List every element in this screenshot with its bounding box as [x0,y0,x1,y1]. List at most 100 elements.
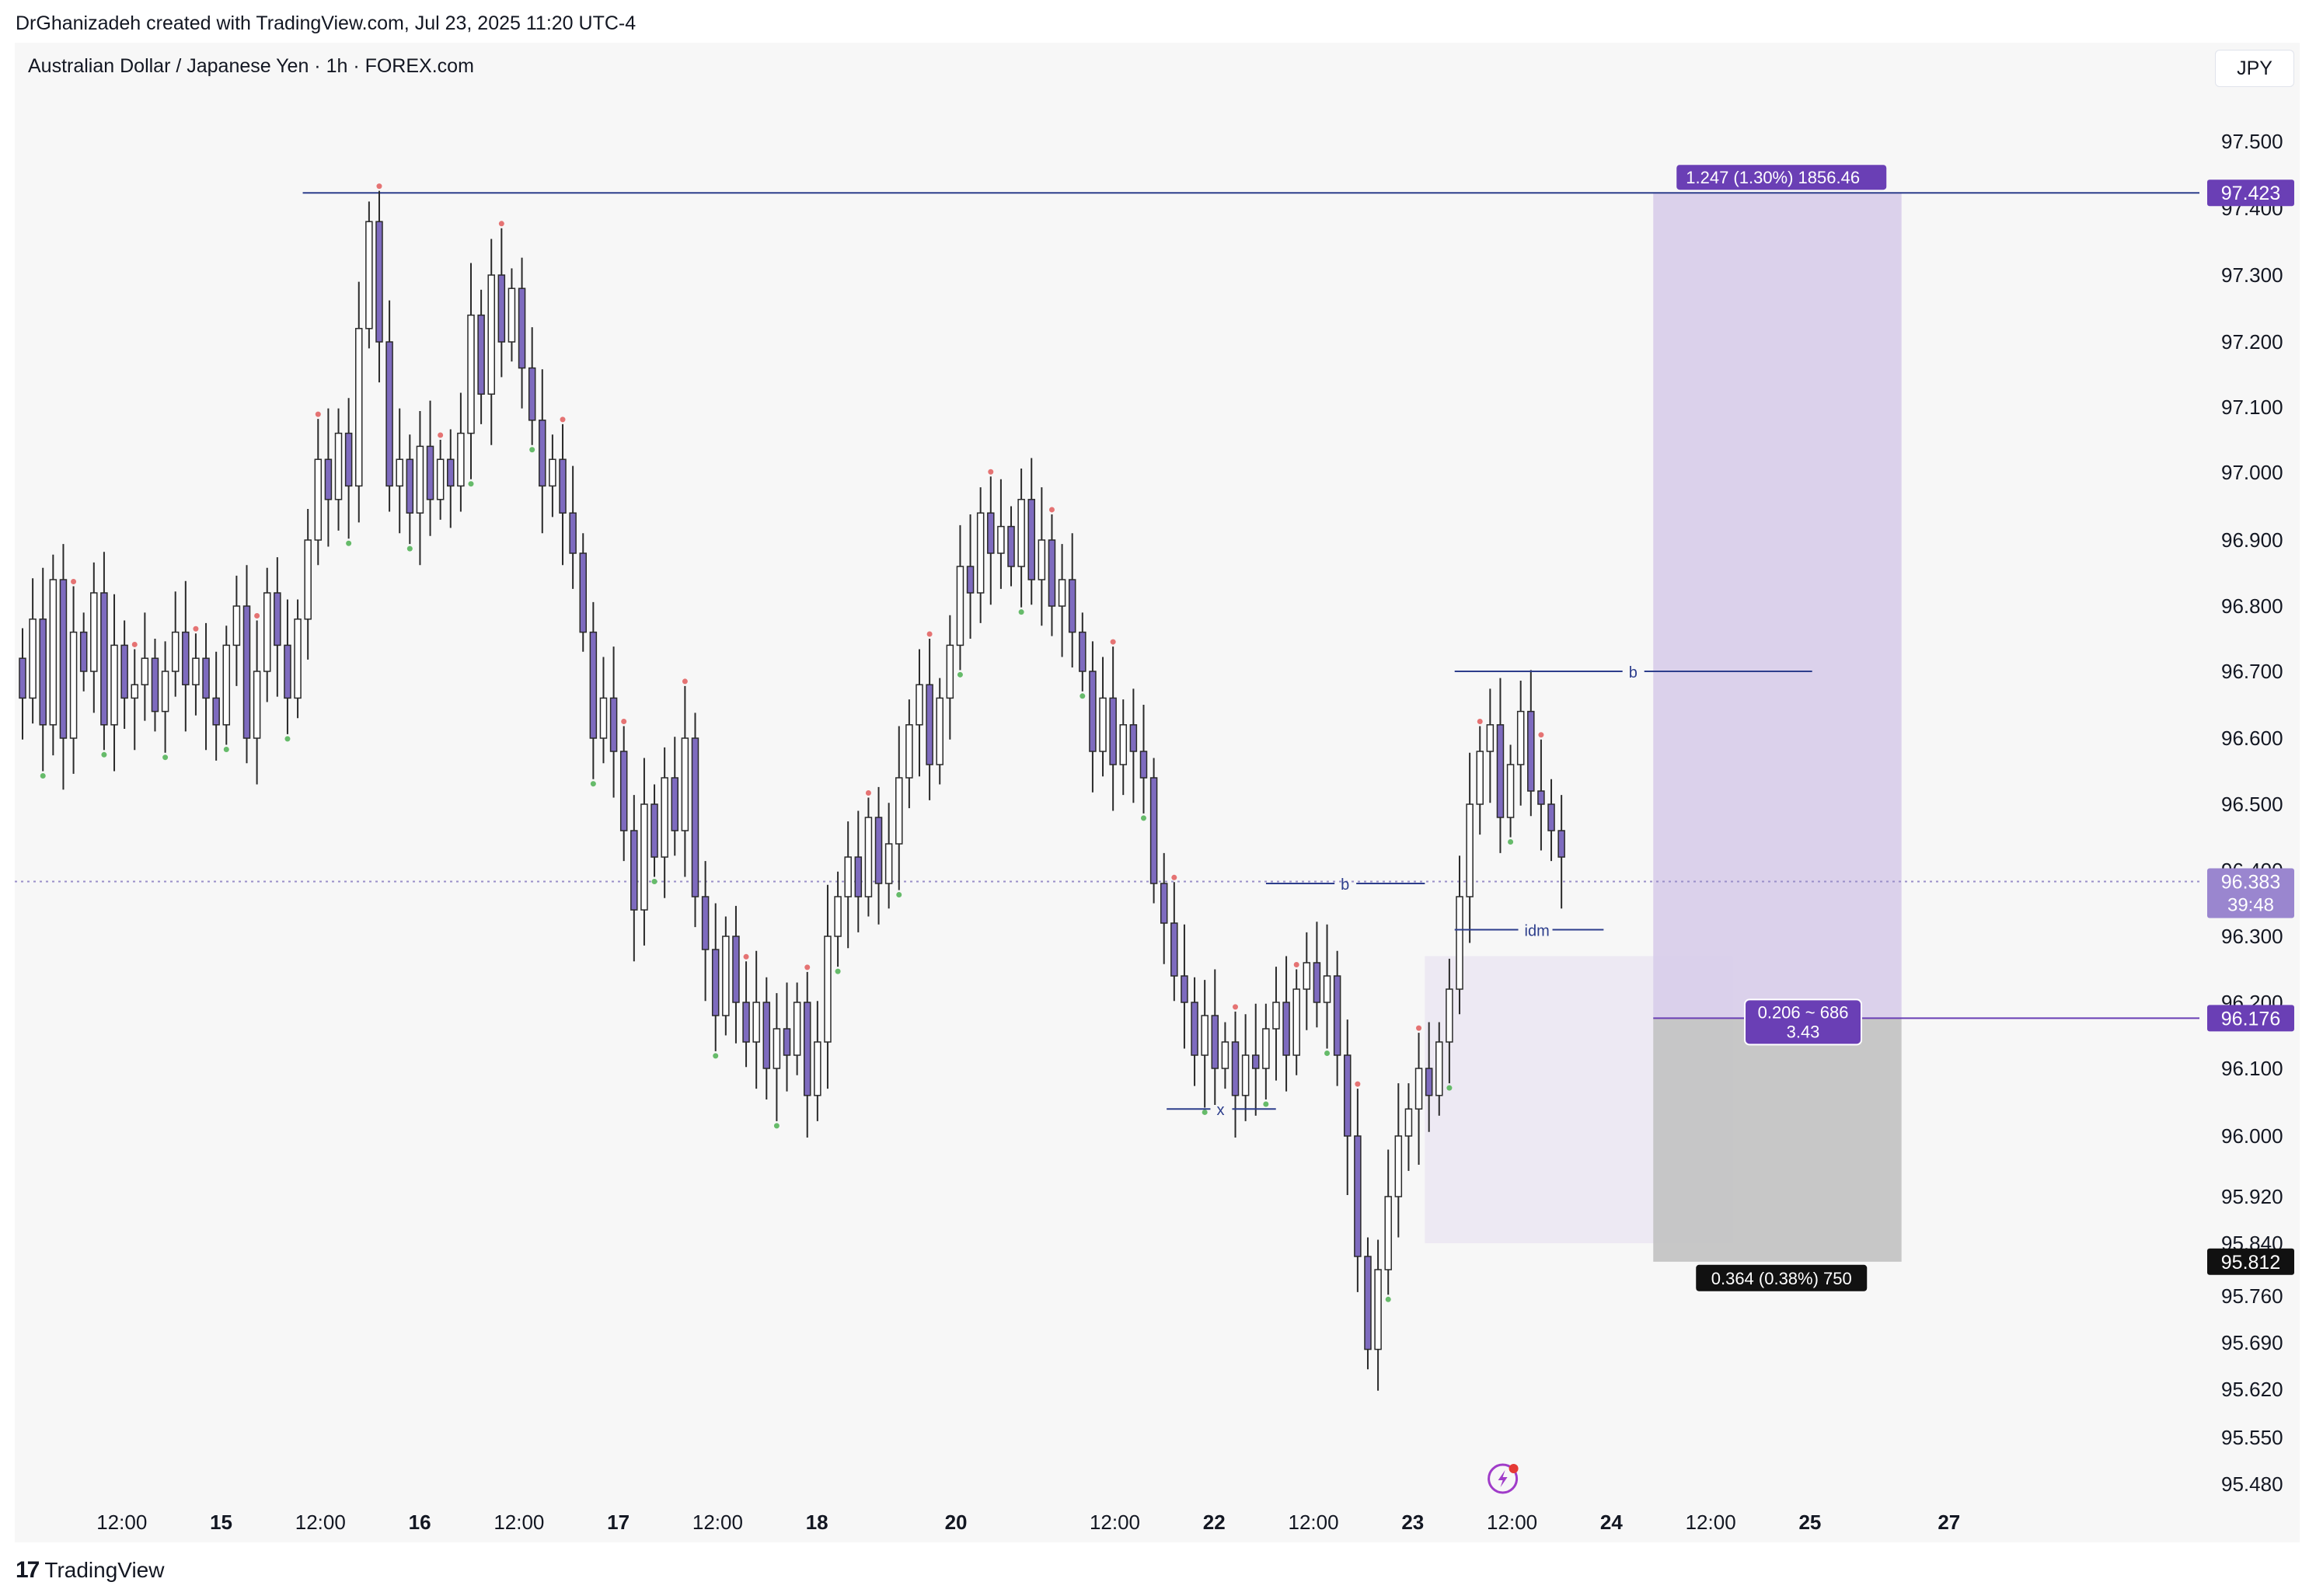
stop-label-text: 0.364 (0.38%) 750 [1711,1269,1852,1288]
candle-body [609,697,618,752]
candle-body [1109,697,1117,765]
candle-body [569,512,577,554]
candle-body [507,287,516,343]
candle-body [732,936,740,1003]
swing-low-dot [406,545,413,552]
swing-low-dot [1385,1296,1391,1302]
candle-body [1323,975,1331,1003]
x-tick-label: 12:00 [1686,1511,1736,1534]
candle-body [324,458,333,500]
swing-high-dot [131,641,138,647]
swing-high-dot [315,411,321,417]
candle-body [242,605,251,739]
y-tick-label: 97.500 [2221,130,2283,153]
candle-body [365,221,373,329]
swing-high-dot [1048,507,1055,513]
candle-body [1262,1028,1270,1069]
swing-high-dot [804,964,811,970]
swing-low-dot [529,447,535,453]
symbol-title[interactable]: Australian Dollar / Japanese Yen · 1h · … [28,55,474,77]
candle-body [844,856,852,897]
swing-high-dot [1477,719,1483,725]
y-tick-label: 97.100 [2221,396,2283,419]
candle-body [1506,764,1515,818]
candle-body [385,341,393,487]
price-badge-entry-bg [2207,1005,2294,1032]
tradingview-logo[interactable]: 17 TradingView [16,1557,164,1584]
candle-body [344,432,353,487]
swing-high-dot [438,432,444,438]
swing-high-dot [926,631,933,637]
candle-body [1149,777,1158,884]
candle-body [1374,1269,1382,1350]
y-tick-label: 97.200 [2221,330,2283,354]
swing-high-dot [1171,874,1177,880]
y-tick-label: 97.000 [2221,461,2283,484]
notification-dot [1509,1464,1519,1473]
swing-low-dot [1018,609,1024,615]
candle-body [528,367,536,421]
candle-body [1038,539,1046,580]
swing-high-dot [193,626,199,632]
candle-body [1017,499,1025,567]
swing-low-dot [223,747,229,752]
x-tick-label: 16 [409,1511,431,1534]
x-tick-label: 12:00 [295,1511,346,1534]
candle-body [773,1028,781,1069]
swing-high-dot [743,953,749,960]
x-tick-label: 20 [945,1511,968,1534]
y-tick-label: 96.000 [2221,1124,2283,1148]
candle-body [1313,962,1321,1003]
candle-body [1211,1015,1219,1069]
candle-body [1282,1002,1290,1056]
swing-low-dot [1140,815,1146,821]
candle-body [334,432,343,500]
candle-body [192,657,200,685]
price-badge-current-text: 96.383 [2221,871,2280,893]
tradingview-brand-text: TradingView [44,1558,165,1582]
price-badge-stop-bg [2207,1248,2294,1275]
candle-body [936,697,943,765]
candle-body [619,751,628,831]
candle-body [1446,988,1453,1043]
candle-body [1333,975,1341,1056]
candle-body [1435,1041,1443,1096]
entry-label-line2: 3.43 [1787,1022,1820,1041]
candle-body [69,631,78,739]
swing-high-dot [376,183,382,190]
y-tick-label: 97.300 [2221,263,2283,287]
x-tick-label: 17 [607,1511,630,1534]
y-tick-label: 96.700 [2221,660,2283,683]
stop-zone [1653,1018,1902,1262]
candle-body [711,949,720,1016]
candle-body [487,274,495,395]
x-tick-label: 27 [1938,1511,1960,1534]
candle-body [447,458,455,487]
candle-body [926,684,933,765]
candle-body [467,314,475,434]
y-tick-label: 95.550 [2221,1426,2283,1449]
candle-body [1079,631,1086,672]
y-tick-label: 95.480 [2221,1472,2283,1496]
candle-body [314,458,323,541]
x-tick-label: 12:00 [1487,1511,1537,1534]
candle-body [997,525,1005,554]
candle-body [457,432,465,487]
swing-low-dot [1508,839,1514,845]
y-tick-label: 96.100 [2221,1057,2283,1080]
candle-body [559,458,567,514]
x-tick-label: 22 [1203,1511,1226,1534]
candle-body [1496,724,1505,818]
candle-body [1456,896,1463,990]
currency-selector[interactable]: JPY [2215,50,2294,87]
swing-low-dot [1446,1085,1453,1091]
candle-body [966,566,975,594]
candle-body [1425,1068,1433,1096]
candle-body [803,1002,811,1096]
candle-body [274,592,281,646]
candle-body [1303,962,1311,990]
candle-body [783,1028,791,1056]
candle-body [589,631,598,739]
candle-body [1384,1196,1392,1270]
